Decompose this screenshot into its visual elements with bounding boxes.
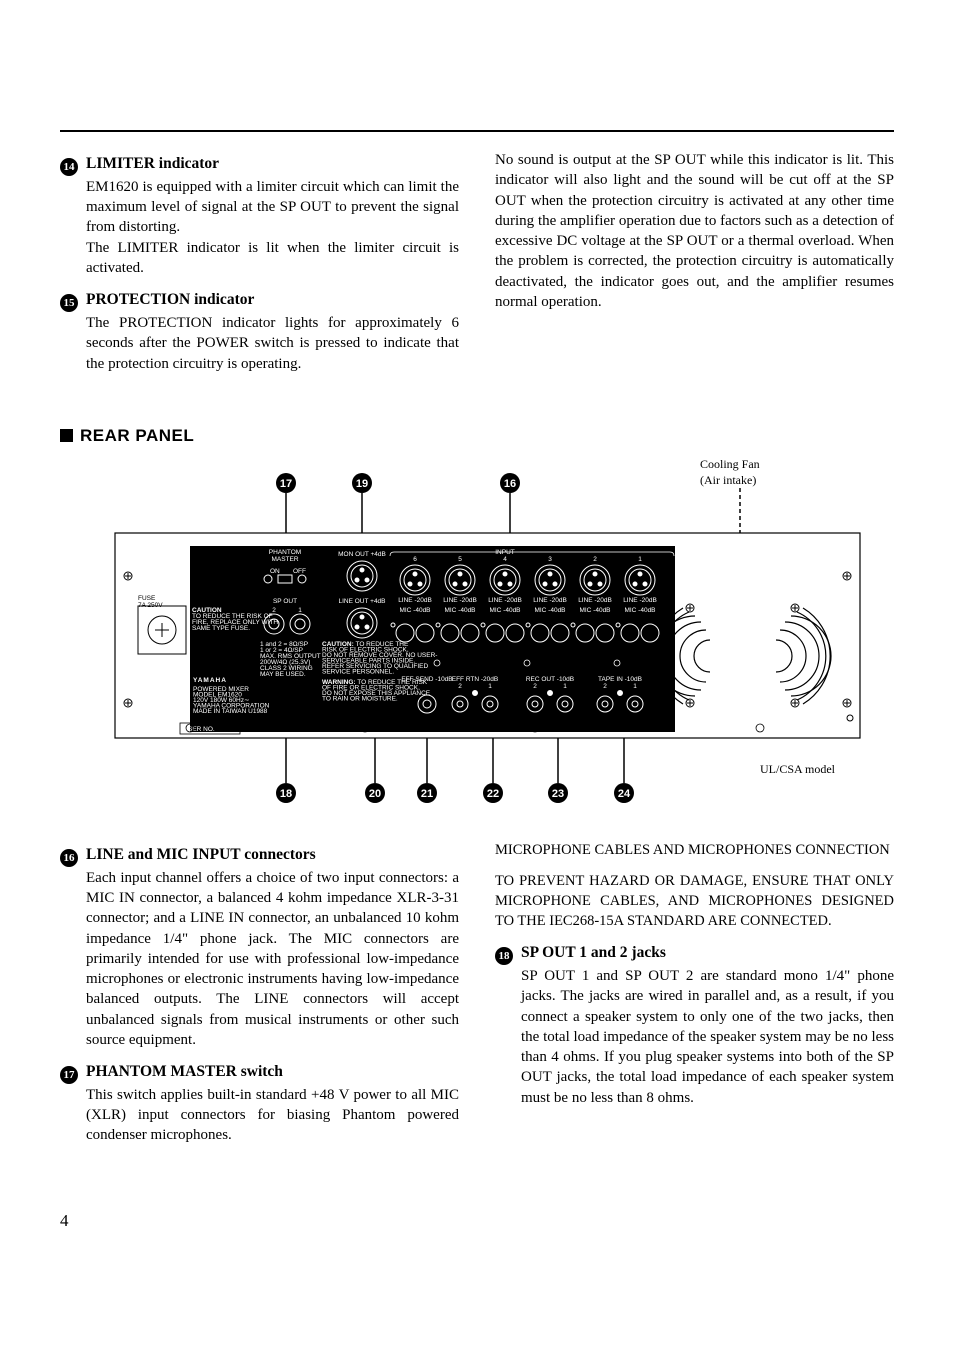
svg-text:MIC -40dB: MIC -40dB xyxy=(399,607,430,614)
svg-text:16: 16 xyxy=(504,478,516,490)
svg-text:LINE -20dB: LINE -20dB xyxy=(488,597,522,604)
svg-text:1: 1 xyxy=(298,607,302,614)
bottom-callouts: 18 20 21 22 23 24 xyxy=(276,738,634,803)
model-label: UL/CSA model xyxy=(760,762,836,776)
yamaha-logo: YAMAHA xyxy=(193,677,227,684)
item-17-text: This switch applies built-in standard +4… xyxy=(86,1087,459,1144)
svg-text:6: 6 xyxy=(413,556,417,563)
page: 14 LIMITER indicator EM1620 is equipped … xyxy=(0,0,954,1351)
bullet-17: 17 xyxy=(60,1066,78,1084)
serno-label: SER NO. xyxy=(188,726,215,733)
item-18-title: SP OUT 1 and 2 jacks xyxy=(521,943,666,964)
rear-panel-diagram: Cooling Fan (Air intake) 17 19 16 xyxy=(60,448,894,823)
phantom-label: PHANTOMMASTER xyxy=(269,549,301,563)
top-columns: 14 LIMITER indicator EM1620 is equipped … xyxy=(60,150,894,386)
item-14-title: LIMITER indicator xyxy=(86,154,219,175)
rear-panel-heading: REAR PANEL xyxy=(60,426,894,446)
input-label: INPUT xyxy=(495,549,515,556)
rear-panel-label: REAR PANEL xyxy=(80,426,194,445)
item-18-body: SP OUT 1 and SP OUT 2 are standard mono … xyxy=(521,966,894,1108)
svg-text:23: 23 xyxy=(552,788,564,800)
svg-text:OFF: OFF xyxy=(293,568,306,575)
svg-text:LINE -20dB: LINE -20dB xyxy=(623,597,657,604)
svg-text:4: 4 xyxy=(503,556,507,563)
svg-text:17: 17 xyxy=(280,478,292,490)
item-16-title: LINE and MIC INPUT connectors xyxy=(86,845,316,866)
svg-text:LINE -20dB: LINE -20dB xyxy=(533,597,567,604)
monout-label: MON OUT +4dB xyxy=(338,551,386,558)
svg-text:MIC -40dB: MIC -40dB xyxy=(624,607,655,614)
svg-text:19: 19 xyxy=(356,478,368,490)
item-16-head: 16 LINE and MIC INPUT connectors xyxy=(60,845,459,866)
item-17-body: This switch applies built-in standard +4… xyxy=(86,1085,459,1146)
item-14-text: EM1620 is equipped with a limiter circui… xyxy=(86,179,459,276)
mic-caps-body: TO PREVENT HAZARD OR DAMAGE, ENSURE THAT… xyxy=(495,872,894,931)
col-left: 14 LIMITER indicator EM1620 is equipped … xyxy=(60,150,459,386)
bullet-16: 16 xyxy=(60,849,78,867)
square-icon xyxy=(60,429,73,442)
diagram-svg: Cooling Fan (Air intake) 17 19 16 xyxy=(60,448,890,818)
item-18-head: 18 SP OUT 1 and 2 jacks xyxy=(495,943,894,964)
svg-text:22: 22 xyxy=(487,788,499,800)
svg-text:5: 5 xyxy=(458,556,462,563)
item-14-head: 14 LIMITER indicator xyxy=(60,154,459,175)
bullet-15: 15 xyxy=(60,294,78,312)
svg-text:MIC -40dB: MIC -40dB xyxy=(534,607,565,614)
svg-text:2: 2 xyxy=(593,556,597,563)
svg-text:20: 20 xyxy=(369,788,381,800)
item-14-body: EM1620 is equipped with a limiter circui… xyxy=(86,177,459,278)
svg-text:3: 3 xyxy=(548,556,552,563)
item-15-text: The PROTECTION indicator lights for appr… xyxy=(86,315,459,372)
svg-text:LINE -20dB: LINE -20dB xyxy=(398,597,432,604)
top-rule xyxy=(60,130,894,132)
bottom-columns: 16 LINE and MIC INPUT connectors Each in… xyxy=(60,841,894,1158)
lineout-label: LINE OUT +4dB xyxy=(338,598,385,605)
item-15-head: 15 PROTECTION indicator xyxy=(60,290,459,311)
svg-text:18: 18 xyxy=(280,788,292,800)
col-right-2: MICROPHONE CABLES AND MICROPHONES CONNEC… xyxy=(495,841,894,1158)
mic-caps-head: MICROPHONE CABLES AND MICROPHONES CONNEC… xyxy=(495,841,894,861)
col-left-2: 16 LINE and MIC INPUT connectors Each in… xyxy=(60,841,459,1158)
fan-label-1: Cooling Fan xyxy=(700,457,760,471)
item-18-text: SP OUT 1 and SP OUT 2 are standard mono … xyxy=(521,968,894,1106)
col-right: No sound is output at the SP OUT while t… xyxy=(495,150,894,386)
item-16-body: Each input channel offers a choice of tw… xyxy=(86,868,459,1050)
bullet-14: 14 xyxy=(60,158,78,176)
svg-text:1: 1 xyxy=(638,556,642,563)
svg-text:LINE -20dB: LINE -20dB xyxy=(443,597,477,604)
right-top-text: No sound is output at the SP OUT while t… xyxy=(495,150,894,312)
item-17-title: PHANTOM MASTER switch xyxy=(86,1062,283,1083)
svg-text:MIC -40dB: MIC -40dB xyxy=(579,607,610,614)
svg-text:24: 24 xyxy=(618,788,631,800)
page-number: 4 xyxy=(60,1211,69,1231)
svg-text:ON: ON xyxy=(270,568,280,575)
svg-text:MIC -40dB: MIC -40dB xyxy=(444,607,475,614)
svg-text:21: 21 xyxy=(421,788,433,800)
item-16-text: Each input channel offers a choice of tw… xyxy=(86,870,459,1048)
item-15-title: PROTECTION indicator xyxy=(86,290,254,311)
item-15-body: The PROTECTION indicator lights for appr… xyxy=(86,313,459,374)
spout-label: SP OUT xyxy=(273,598,297,605)
bullet-18: 18 xyxy=(495,947,513,965)
effsend-label: EFF SEND -10dB xyxy=(401,676,452,683)
fan-label-2: (Air intake) xyxy=(700,473,756,487)
svg-text:MIC -40dB: MIC -40dB xyxy=(489,607,520,614)
item-17-head: 17 PHANTOM MASTER switch xyxy=(60,1062,459,1083)
svg-text:LINE -20dB: LINE -20dB xyxy=(578,597,612,604)
